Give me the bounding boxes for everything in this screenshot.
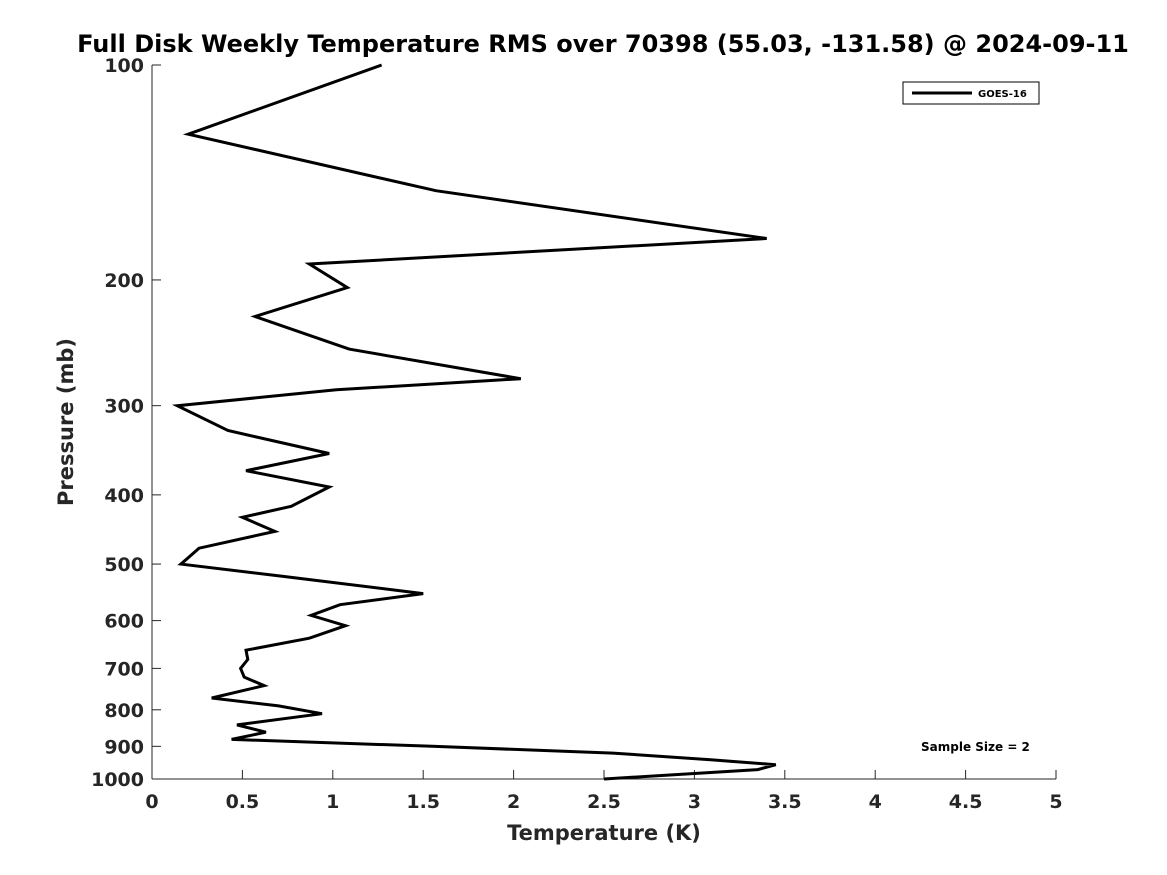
x-tick-label: 0: [145, 791, 158, 813]
x-tick-label: 2: [507, 791, 520, 813]
y-tick-label: 100: [104, 55, 144, 77]
x-tick-label: 0.5: [226, 791, 260, 813]
series-layer: [171, 63, 777, 781]
sample-size-annotation: Sample Size = 2: [921, 740, 1030, 754]
x-tick-label: 5: [1049, 791, 1062, 813]
x-tick-label: 3.5: [768, 791, 802, 813]
y-tick-label: 800: [104, 700, 144, 722]
y-axis-ticks: 100 200 300 400 500 600 700 800 900 1000: [91, 55, 161, 791]
y-tick-label: 600: [104, 611, 144, 633]
y-tick-label: 400: [104, 485, 144, 507]
y-tick-label: 900: [104, 736, 144, 758]
x-tick-label: 4.5: [949, 791, 983, 813]
x-tick-label: 3: [688, 791, 701, 813]
x-tick-label: 1: [326, 791, 339, 813]
y-tick-label: 1000: [91, 769, 144, 791]
x-axis-title: Temperature (K): [507, 821, 701, 845]
series-line-goes-16: [171, 63, 777, 781]
y-tick-label: 200: [104, 270, 144, 292]
chart-title: Full Disk Weekly Temperature RMS over 70…: [77, 30, 1129, 58]
x-tick-label: 1.5: [406, 791, 440, 813]
y-tick-label: 300: [104, 396, 144, 418]
y-tick-label: 500: [104, 554, 144, 576]
x-axis-ticks: 0 0.5 1 1.5 2 2.5 3 3.5 4 4.5 5: [145, 770, 1063, 813]
y-tick-label: 700: [104, 658, 144, 680]
y-axis-title: Pressure (mb): [54, 338, 78, 506]
legend-label: GOES-16: [978, 89, 1027, 100]
x-tick-label: 4: [869, 791, 882, 813]
legend: GOES-16: [902, 81, 1040, 105]
x-tick-label: 2.5: [587, 791, 621, 813]
